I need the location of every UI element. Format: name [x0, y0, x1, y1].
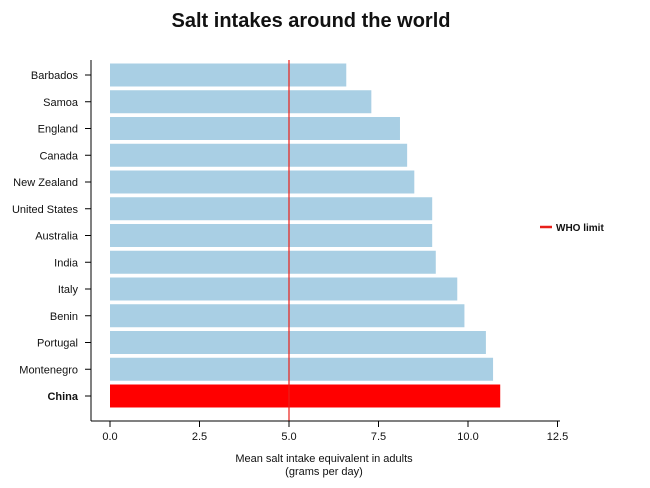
bar-new-zealand — [110, 170, 415, 194]
y-tick-label-australia: Australia — [35, 231, 79, 243]
y-ticks-group: Barbados Samoa England Canada New Zealand Uni… — [12, 70, 91, 403]
legend-label-who-limit: WHO limit — [556, 223, 604, 234]
axes-group — [90, 60, 560, 422]
y-tick-label-new-zealand: New Zealand — [13, 177, 78, 189]
y-tick-label-samoa: Samoa — [43, 97, 79, 109]
bar-england — [110, 117, 400, 140]
bar-australia — [110, 224, 433, 247]
x-tick-label-2: 5.0 — [281, 431, 296, 443]
y-tick-label-china: China — [47, 391, 78, 403]
bar-portugal — [110, 331, 486, 354]
y-tick-label-india: India — [54, 257, 79, 269]
y-tick-label-england: England — [38, 124, 78, 136]
x-tick-label-5: 12.5 — [547, 431, 568, 443]
y-tick-label-benin: Benin — [50, 311, 78, 323]
bar-canada — [110, 143, 408, 167]
y-tick-label-united-states: United States — [12, 204, 79, 216]
x-tick-label-4: 10.0 — [457, 431, 478, 443]
y-tick-label-canada: Canada — [39, 150, 78, 162]
bar-india — [110, 250, 436, 274]
bar-benin — [110, 304, 465, 328]
x-axis-label-line2: (grams per day) — [285, 466, 363, 478]
y-tick-label-italy: Italy — [58, 284, 79, 296]
legend: WHO limit — [540, 223, 604, 234]
bar-china — [110, 384, 501, 408]
bar-united-states — [110, 197, 433, 221]
x-tick-label-0: 0.0 — [102, 431, 117, 443]
bars-group — [110, 63, 501, 408]
x-tick-label-1: 2.5 — [192, 431, 207, 443]
bar-barbados — [110, 63, 347, 87]
x-ticks-group: 0.0 2.5 5.0 7.5 10.0 12.5 — [102, 421, 568, 443]
bar-italy — [110, 277, 458, 301]
bar-montenegro — [110, 357, 494, 381]
bar-samoa — [110, 90, 372, 114]
chart-title: Salt intakes around the world — [172, 10, 451, 32]
y-tick-label-montenegro: Montenegro — [19, 364, 78, 376]
y-tick-label-portugal: Portugal — [37, 338, 78, 350]
x-tick-label-3: 7.5 — [371, 431, 386, 443]
y-tick-label-barbados: Barbados — [31, 70, 79, 82]
x-axis-label-line1: Mean salt intake equivalent in adults — [235, 453, 413, 465]
